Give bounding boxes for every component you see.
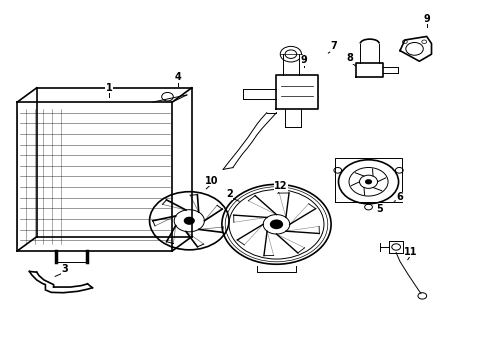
Text: 9: 9	[424, 14, 431, 24]
Text: 4: 4	[175, 72, 181, 82]
Text: 8: 8	[346, 53, 353, 63]
Text: 9: 9	[301, 55, 308, 65]
Text: 5: 5	[376, 204, 383, 214]
Text: 10: 10	[205, 176, 219, 186]
Text: 7: 7	[331, 41, 338, 51]
Text: 11: 11	[404, 247, 418, 257]
Text: 1: 1	[106, 83, 113, 93]
Circle shape	[270, 220, 283, 229]
Circle shape	[184, 217, 195, 225]
Text: 2: 2	[226, 189, 233, 199]
Text: 3: 3	[61, 264, 68, 274]
Text: 6: 6	[396, 192, 403, 202]
Circle shape	[365, 179, 372, 184]
Text: 12: 12	[274, 181, 288, 192]
